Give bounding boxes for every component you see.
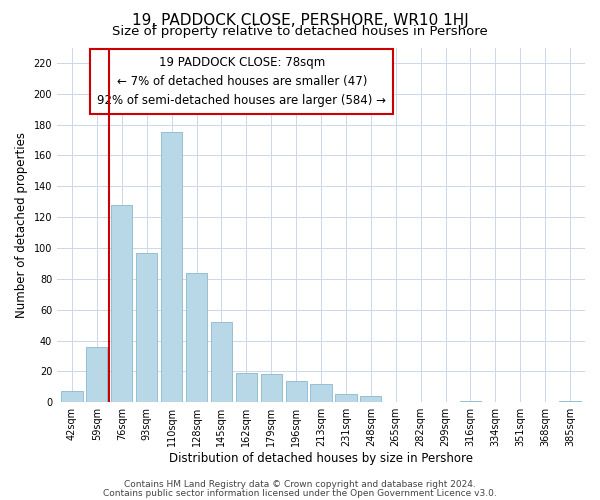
Bar	[236, 373, 257, 402]
Text: Size of property relative to detached houses in Pershore: Size of property relative to detached ho…	[112, 25, 488, 38]
Bar	[136, 252, 157, 402]
Bar	[559, 400, 581, 402]
Bar	[310, 384, 332, 402]
Bar	[460, 400, 481, 402]
Text: Contains public sector information licensed under the Open Government Licence v3: Contains public sector information licen…	[103, 488, 497, 498]
Text: Contains HM Land Registry data © Crown copyright and database right 2024.: Contains HM Land Registry data © Crown c…	[124, 480, 476, 489]
Text: 19, PADDOCK CLOSE, PERSHORE, WR10 1HJ: 19, PADDOCK CLOSE, PERSHORE, WR10 1HJ	[131, 12, 469, 28]
Text: 19 PADDOCK CLOSE: 78sqm
← 7% of detached houses are smaller (47)
92% of semi-det: 19 PADDOCK CLOSE: 78sqm ← 7% of detached…	[97, 56, 386, 108]
Bar	[186, 272, 207, 402]
Bar	[335, 394, 356, 402]
Bar	[86, 346, 107, 402]
Bar	[286, 380, 307, 402]
X-axis label: Distribution of detached houses by size in Pershore: Distribution of detached houses by size …	[169, 452, 473, 465]
Bar	[360, 396, 382, 402]
Bar	[111, 205, 133, 402]
Bar	[260, 374, 282, 402]
Bar	[211, 322, 232, 402]
Bar	[61, 392, 83, 402]
Bar	[161, 132, 182, 402]
Y-axis label: Number of detached properties: Number of detached properties	[15, 132, 28, 318]
